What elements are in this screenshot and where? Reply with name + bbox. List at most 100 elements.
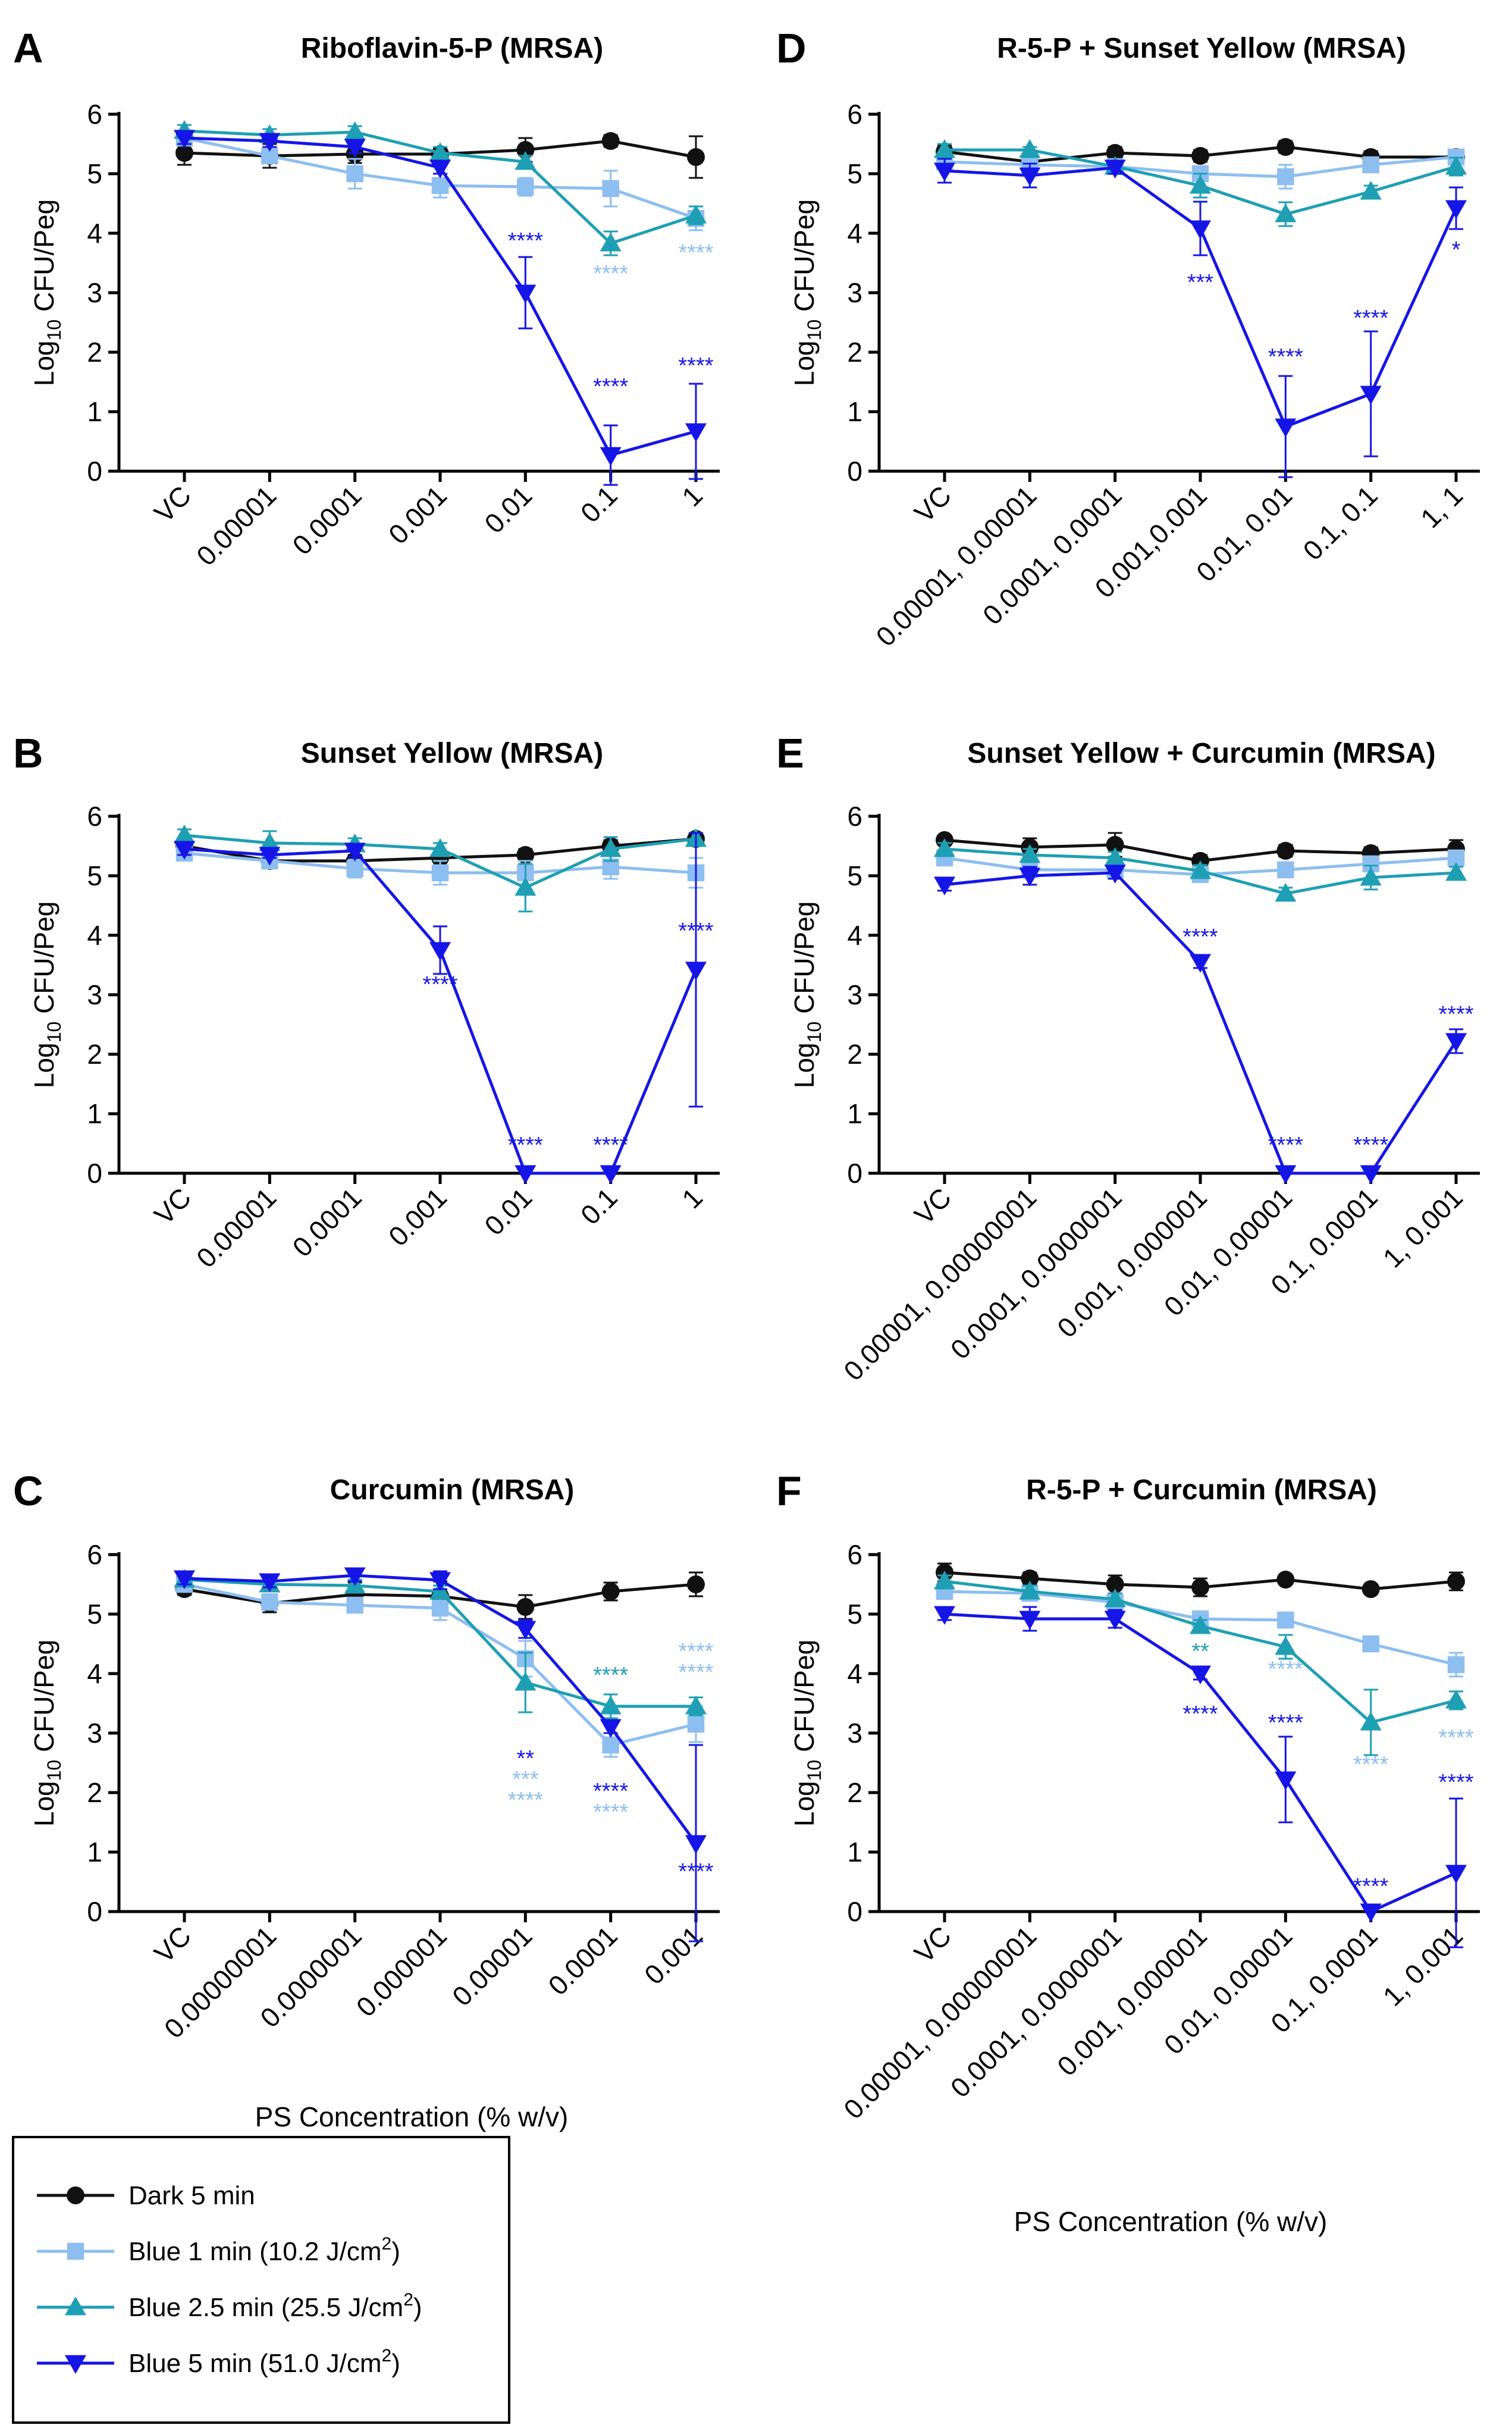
data-point xyxy=(1275,203,1297,223)
data-point xyxy=(1190,1665,1211,1684)
chart-title: R-5-P + Sunset Yellow (MRSA) xyxy=(997,33,1406,64)
data-point xyxy=(934,139,955,158)
data-point xyxy=(1275,1771,1297,1790)
significance-label: **** xyxy=(678,1660,713,1685)
data-point xyxy=(1276,1571,1295,1589)
data-point xyxy=(1360,386,1382,405)
chart-title: Riboflavin-5-P (MRSA) xyxy=(301,33,603,64)
y-tick-label: 2 xyxy=(847,1039,862,1070)
data-point xyxy=(515,284,537,303)
significance-label: **** xyxy=(593,374,628,399)
data-point xyxy=(431,1599,449,1617)
data-point xyxy=(1360,1165,1382,1184)
significance-label: **** xyxy=(1353,306,1388,331)
data-point xyxy=(1019,1611,1041,1630)
data-point xyxy=(517,178,534,196)
series-blue5 xyxy=(174,1567,707,1943)
y-tick-label: 5 xyxy=(87,860,102,891)
y-tick-label: 5 xyxy=(847,860,862,891)
data-point xyxy=(1360,1712,1382,1731)
y-tick-label: 0 xyxy=(847,456,862,487)
y-tick-label: 1 xyxy=(847,396,862,427)
data-point xyxy=(516,141,535,159)
data-point xyxy=(515,1165,537,1184)
significance-label: **** xyxy=(508,1133,543,1158)
data-point xyxy=(1104,159,1126,178)
data-point xyxy=(429,1572,451,1591)
data-point xyxy=(1362,1580,1380,1598)
significance-label: ** xyxy=(1191,1639,1209,1664)
data-point xyxy=(344,1567,366,1586)
data-point xyxy=(1019,139,1041,158)
y-tick-label: 6 xyxy=(87,1539,102,1570)
y-tick-label: 4 xyxy=(847,920,862,951)
data-point xyxy=(1362,1635,1379,1653)
data-point xyxy=(602,1736,619,1754)
y-tick-label: 2 xyxy=(87,1039,102,1070)
y-tick-label: 3 xyxy=(87,277,102,308)
data-point xyxy=(1106,1575,1124,1593)
y-tick-label: 2 xyxy=(87,337,102,368)
y-axis-title: Log10 CFU/Peg xyxy=(29,1640,65,1827)
y-tick-label: 1 xyxy=(87,1098,102,1129)
y-tick-label: 3 xyxy=(87,979,102,1010)
data-point xyxy=(1445,200,1467,219)
significance-label: **** xyxy=(1182,1702,1218,1727)
significance-label: **** xyxy=(1438,1725,1473,1750)
data-point xyxy=(1019,867,1041,886)
data-point xyxy=(685,1696,707,1715)
data-point xyxy=(934,876,955,895)
data-point xyxy=(1019,167,1041,186)
data-point xyxy=(344,139,366,158)
data-point xyxy=(1190,860,1211,879)
legend-marker xyxy=(65,2297,86,2316)
data-point xyxy=(600,838,622,857)
y-tick-label: 0 xyxy=(87,1158,102,1189)
legend-label: Blue 2.5 min (25.5 J/cm2) xyxy=(128,2290,422,2322)
data-point xyxy=(1275,883,1297,902)
y-tick-label: 2 xyxy=(847,337,862,368)
y-tick-label: 4 xyxy=(87,1658,102,1689)
y-tick-label: 1 xyxy=(847,1098,862,1129)
significance-label: **** xyxy=(593,1779,628,1804)
data-point xyxy=(431,177,449,195)
y-tick-label: 6 xyxy=(87,99,102,130)
significance-label: **** xyxy=(678,353,713,378)
data-point xyxy=(175,144,193,162)
y-tick-label: 6 xyxy=(847,99,862,130)
data-point xyxy=(344,121,366,140)
x-axis-title-left: PS Concentration (% w/v) xyxy=(255,2101,569,2132)
legend-item-blue25: Blue 2.5 min (25.5 J/cm2) xyxy=(37,2290,422,2322)
significance-label: * xyxy=(1452,237,1461,262)
significance-label: **** xyxy=(1268,1133,1303,1158)
y-tick-label: 2 xyxy=(87,1777,102,1808)
x-axis-title-right: PS Concentration (% w/v) xyxy=(1014,2206,1328,2237)
series-blue5 xyxy=(174,832,707,1184)
y-tick-label: 4 xyxy=(87,920,102,951)
data-point xyxy=(1445,862,1467,881)
legend-item-blue5: Blue 5 min (51.0 J/cm2) xyxy=(37,2346,400,2378)
data-point xyxy=(687,1715,705,1733)
chart-title: Sunset Yellow (MRSA) xyxy=(301,738,604,769)
data-point xyxy=(1445,156,1467,175)
y-tick-label: 5 xyxy=(847,1599,862,1630)
data-point xyxy=(174,130,195,149)
panel-letter: B xyxy=(13,730,43,776)
data-point xyxy=(687,148,705,166)
y-axis-title: Log10 CFU/Peg xyxy=(789,199,825,386)
data-point xyxy=(515,1672,537,1691)
y-tick-label: 4 xyxy=(847,218,862,249)
panel-letter: F xyxy=(776,1468,802,1514)
data-point xyxy=(1360,181,1382,200)
y-tick-label: 3 xyxy=(847,979,862,1010)
y-tick-label: 0 xyxy=(847,1158,862,1189)
chart-title: Curcumin (MRSA) xyxy=(330,1474,575,1506)
data-point xyxy=(1191,147,1209,165)
data-point xyxy=(1445,1690,1467,1709)
series-blue25 xyxy=(934,1571,1467,1756)
data-point xyxy=(600,1165,622,1184)
data-point xyxy=(515,1621,537,1640)
y-tick-label: 1 xyxy=(87,1837,102,1868)
chart-title: Sunset Yellow + Curcumin (MRSA) xyxy=(967,738,1435,769)
